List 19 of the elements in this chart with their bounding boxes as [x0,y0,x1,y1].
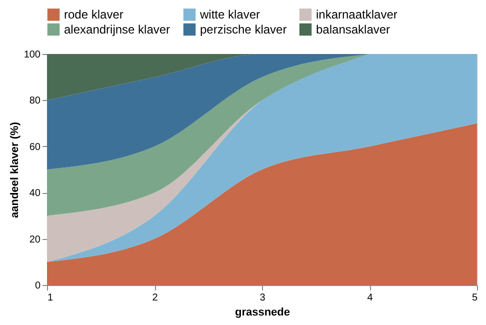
x-axis-title: grassnede [234,306,290,318]
x-tick-label: 5 [472,292,478,304]
y-tick-label: 0 [34,280,41,292]
y-axis-title: aandeel klaver (%) [8,122,21,218]
legend-label: balansaklaver [316,22,390,36]
legend-label: inkarnaatklaver [316,8,398,22]
x-tick-label: 4 [367,292,374,304]
x-tick-label: 1 [48,292,54,304]
y-tick-label: 40 [29,188,41,200]
legend-label: perzische klaver [200,22,287,36]
y-tick-label: 100 [24,50,41,60]
legend-label: witte klaver [199,8,260,22]
y-tick-label: 60 [29,142,41,153]
x-tick-label: 3 [260,292,266,304]
x-tick-label: 2 [152,292,158,304]
legend-label: rode klaver [64,8,124,22]
y-tick-label: 20 [29,234,41,246]
legend-label: alexandrijnse klaver [64,22,170,36]
y-tick-label: 80 [29,96,41,107]
